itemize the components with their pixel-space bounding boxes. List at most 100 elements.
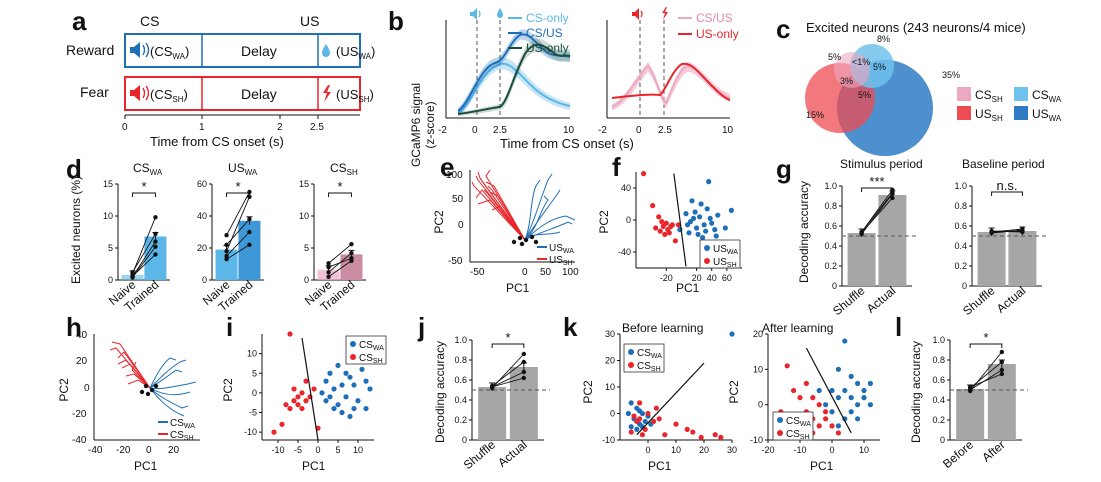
l-pair-line [969,361,1003,389]
i-point [303,378,309,384]
k1-point [628,400,634,406]
f-point [689,198,695,204]
d2-pair-point [247,217,252,222]
i-point [327,394,333,400]
speaker-icon-b [470,8,481,20]
l-pair-point [999,359,1005,365]
j-ytick-label: 0 [462,435,467,445]
i-point [283,402,289,408]
k1-legend: CSWA CSSH [623,343,665,373]
i-point [323,378,329,384]
j-xcat-label: Actual [495,438,530,470]
i-xtick-label: 0 [315,445,320,455]
panel-a: a CS US Reward Fear (CSWA) Delay (USWA) … [66,6,375,149]
j-ytick-label: 0.4 [454,395,467,405]
l-ytick-label: 0 [940,435,945,445]
k2-legend-cs-sh: CSSH [786,429,810,441]
g2-xcat-label: Actual [994,284,1029,316]
g2-ytick-label: 0.8 [954,201,967,211]
f-point [693,225,700,231]
f-point [713,233,719,239]
panel-label-j: j [417,312,425,342]
f-legend-us-sh: USSH [713,257,737,269]
k1-point [637,400,643,406]
cs-sh-label: (CSSH) [150,87,188,104]
i-point [347,413,353,420]
e-xlabel: PC1 [506,281,530,295]
cs-header: CS [140,13,159,29]
d1-pair-line [132,233,156,273]
k2-point [835,430,842,436]
d3-pair-point [349,241,354,247]
time-ticks [124,115,319,119]
fear-trial-box [124,76,361,111]
i-point [299,405,305,412]
k1-xtick-label: 0 [645,445,650,455]
d2-bar [238,220,261,280]
panel-e: e 100 50 0 -50 -50 0 50 100 [432,152,579,295]
j-ytick-label: 0.8 [454,355,467,365]
i-point [339,382,345,388]
j-sig-label: * [505,330,510,345]
j-sig-bracket [491,343,525,348]
f-point [709,220,715,226]
time-tick-0: 0 [122,122,128,133]
g1-ytick-label: 0 [832,281,837,291]
f-point [698,201,704,207]
panel-b-xlabel: Time from CS onset (s) [500,136,634,151]
j-pair-point [521,359,527,365]
venn-pct-5c: 5% [858,90,871,100]
i-ylabel: PC2 [221,378,235,402]
chart-l: 0 0.2 0.4 0.6 0.8 1.0 * Before After [932,330,1028,471]
i-point [295,394,301,400]
d1-ytick-label: 5 [108,243,113,253]
e-ytick-m50: -50 [448,256,463,267]
f-point [686,230,692,236]
venn-legend-cs-sh: CSSH [975,88,1003,104]
venn-pct-lt1: <1% [852,57,870,67]
j-ytick-label: 0.6 [454,375,467,385]
g1-xcat-label: Actual [864,284,899,316]
venn-pct-8: 8% [877,34,890,44]
d2-ytick-label: 20 [197,243,207,253]
k2-point [797,395,803,401]
g-title-baseline: Baseline period [962,157,1045,171]
g2-sig-bracket [991,191,1023,196]
d2-ytick-label: 40 [197,211,207,221]
d2-pair-point [247,242,252,247]
d2-pair-point [224,249,229,254]
g2-bar [977,232,1006,286]
k1-point [651,418,657,425]
f-point [695,231,701,237]
f-point [666,230,672,236]
k2-ytick-label: 10 [753,364,763,374]
d2-ytick-label: 0 [202,275,207,285]
l-pair-point [999,367,1005,373]
k1-ytick-label: 30 [605,329,615,339]
l-ytick-label: 0.4 [932,395,945,405]
j-pair-point [521,369,527,375]
reward-trial-box [124,33,361,68]
h-ytick-m20: -20 [72,409,87,420]
g1-pair-line [861,193,893,235]
g2-pair-point [1020,228,1025,234]
k1-ytick-label: 10 [605,382,615,392]
k2-xtick-label: -10 [793,445,806,455]
k1-point [642,426,648,432]
l-xcat-label: Before [940,437,976,471]
g2-pair-point [989,229,994,235]
reward-label: Reward [66,42,114,58]
k2-point [835,423,842,429]
venn-pct-15: 15% [806,110,824,120]
shock-icon-b [662,7,668,20]
k2-ytick-label: 20 [753,329,763,339]
k2-point [861,387,867,394]
legend-us-only: US-only [526,41,569,55]
k1-point [653,405,660,411]
k1-point [642,418,648,425]
cs-wa-label: (CSWA) [150,44,189,61]
k2-point [855,402,861,408]
d3-pair-line [328,257,352,268]
i-point [351,405,357,412]
